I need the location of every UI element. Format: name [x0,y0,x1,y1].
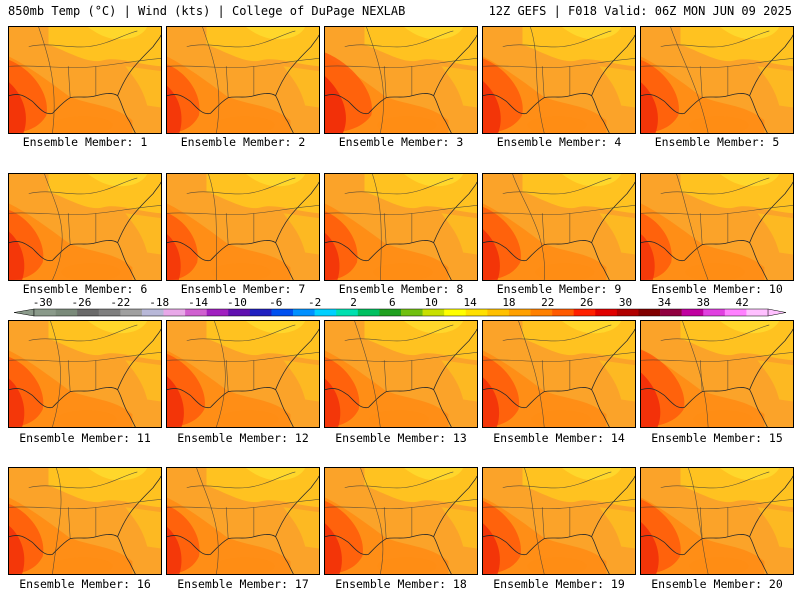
colorbar-swatch [271,309,294,316]
ensemble-member-map [8,320,162,428]
colorbar-tick-label: 30 [619,296,632,309]
colorbar-tick-label: 10 [425,296,438,309]
colorbar-swatch [681,309,704,316]
colorbar-swatch [444,309,467,316]
colorbar-swatch [379,309,402,316]
colorbar-swatch [336,309,359,316]
colorbar-swatch [746,309,769,316]
colorbar-swatch [660,309,682,316]
ensemble-member-map [640,173,794,281]
colorbar-tick-label: -30 [33,296,53,309]
ensemble-member-label: Ensemble Member: 9 [496,282,622,296]
colorbar-swatch [465,309,488,316]
ensemble-member-map [166,320,320,428]
colorbar-swatch [206,309,229,316]
colorbar-swatch [552,309,575,316]
colorbar-swatch [293,309,315,316]
colorbar-tick-label: -26 [72,296,92,309]
ensemble-member-label: Ensemble Member: 16 [19,577,151,591]
colorbar-right-arrow [767,308,787,317]
colorbar-swatch [141,309,164,316]
ensemble-member-map [640,320,794,428]
ensemble-member-label: Ensemble Member: 11 [19,431,151,445]
colorbar-swatch [638,309,661,316]
ensemble-member-map [482,467,636,575]
colorbar-swatch [228,309,251,316]
model-run-info: 12Z GEFS | F018 Valid: 06Z MON JUN 09 20… [488,4,792,18]
colorbar-tick-label: 42 [735,296,748,309]
colorbar-tick-label: -14 [188,296,208,309]
ensemble-member-map [482,26,636,134]
colorbar-swatch [401,309,423,316]
colorbar-left-arrow [13,308,35,317]
colorbar-swatch [530,309,553,316]
colorbar-tick-label: 34 [658,296,672,309]
colorbar-swatch [703,309,726,316]
colorbar-tick-label: 2 [350,296,357,309]
ensemble-member-map [324,26,478,134]
ensemble-member-map [166,173,320,281]
colorbar-swatch [314,309,337,316]
ensemble-member-label: Ensemble Member: 1 [22,135,148,149]
temperature-colorbar: -30 -26 -22 -18 -14 -10 -6 -2 2 6 10 14 18 22 26 30 34 38… [13,296,787,317]
ensemble-member-label: Ensemble Member: 7 [180,282,306,296]
colorbar-tick-label: -22 [110,296,130,309]
colorbar-swatch [724,309,747,316]
ensemble-member-map [324,173,478,281]
ensemble-member-label: Ensemble Member: 2 [180,135,306,149]
colorbar-tick-label: -2 [308,296,321,309]
colorbar-tick-label: 18 [502,296,515,309]
colorbar-swatch [616,309,639,316]
colorbar-swatch [98,309,121,316]
ensemble-member-label: Ensemble Member: 3 [338,135,464,149]
ensemble-member-label: Ensemble Member: 13 [335,431,467,445]
colorbar-swatch [595,309,618,316]
ensemble-member-label: Ensemble Member: 20 [651,577,783,591]
ensemble-member-map [8,26,162,134]
colorbar-tick-label: -10 [227,296,247,309]
ensemble-member-map [8,173,162,281]
ensemble-member-map [324,467,478,575]
ensemble-member-label: Ensemble Member: 17 [177,577,309,591]
ensemble-member-map [166,467,320,575]
ensemble-member-label: Ensemble Member: 18 [335,577,467,591]
colorbar-swatch [185,309,208,316]
colorbar-swatch [34,309,56,316]
colorbar-swatch [77,309,100,316]
ensemble-member-map [640,26,794,134]
colorbar-tick-label: -18 [149,296,169,309]
ensemble-member-label: Ensemble Member: 8 [338,282,464,296]
ensemble-member-label: Ensemble Member: 19 [493,577,625,591]
ensemble-member-label: Ensemble Member: 10 [651,282,783,296]
colorbar-tick-label: 26 [580,296,593,309]
colorbar-tick-label: 22 [541,296,554,309]
colorbar-tick-label: 38 [697,296,710,309]
ensemble-member-label: Ensemble Member: 15 [651,431,783,445]
ensemble-member-label: Ensemble Member: 5 [654,135,780,149]
colorbar-swatch [573,309,596,316]
colorbar-tick-label: 6 [389,296,396,309]
ensemble-member-map [482,320,636,428]
colorbar-swatch [357,309,380,316]
ensemble-member-map [166,26,320,134]
ensemble-member-map [324,320,478,428]
map-title: 850mb Temp (°C) | Wind (kts) | College o… [8,4,406,18]
ensemble-member-map [482,173,636,281]
colorbar-swatch [163,309,186,316]
ensemble-member-label: Ensemble Member: 6 [22,282,148,296]
colorbar-swatch [487,309,510,316]
ensemble-member-map [640,467,794,575]
colorbar-swatch [120,309,143,316]
colorbar-tick-label: -6 [269,296,282,309]
ensemble-member-label: Ensemble Member: 4 [496,135,622,149]
colorbar-tick-label: 14 [463,296,477,309]
colorbar-swatch [422,309,445,316]
ensemble-member-label: Ensemble Member: 12 [177,431,309,445]
colorbar-swatch [249,309,272,316]
colorbar-swatch [508,309,531,316]
colorbar-swatch [55,309,78,316]
ensemble-member-label: Ensemble Member: 14 [493,431,625,445]
ensemble-member-map [8,467,162,575]
